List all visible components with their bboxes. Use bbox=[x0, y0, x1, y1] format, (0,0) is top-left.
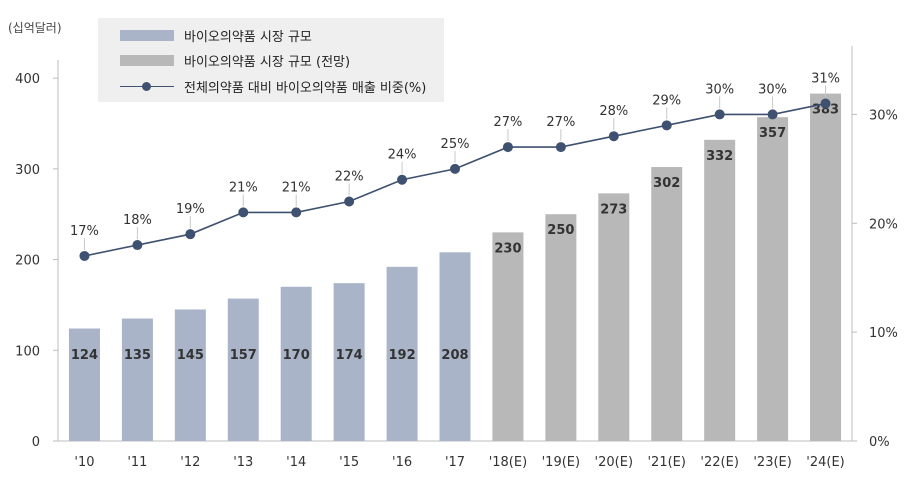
share-point bbox=[185, 229, 196, 240]
legend-label-actual: 바이오의약품 시장 규모 bbox=[184, 29, 312, 45]
bar-actual-value-label: 192 bbox=[388, 348, 415, 363]
share-point bbox=[608, 131, 619, 142]
share-point bbox=[450, 163, 460, 174]
legend-swatch-share bbox=[120, 81, 174, 92]
share-value-label: 21% bbox=[229, 180, 258, 195]
bar-actual-value-label: 124 bbox=[71, 348, 98, 363]
x-tick-label: '16 bbox=[392, 455, 412, 470]
share-value-label: 27% bbox=[546, 115, 575, 130]
bar-forecast-value-label: 273 bbox=[600, 202, 627, 217]
share-point bbox=[344, 196, 355, 207]
share-value-label: 30% bbox=[705, 82, 734, 97]
x-tick-label: '18(E) bbox=[489, 455, 527, 470]
bar-actual-value-label: 208 bbox=[441, 348, 468, 363]
bar-actual bbox=[386, 266, 418, 441]
bar-actual-value-label: 157 bbox=[230, 348, 257, 363]
bar-forecast bbox=[704, 139, 736, 442]
share-value-label: 22% bbox=[335, 170, 364, 185]
bar-actual bbox=[68, 328, 100, 441]
bar-forecast-value-label: 230 bbox=[494, 241, 521, 256]
legend-swatch-forecast bbox=[120, 54, 174, 66]
share-point bbox=[132, 240, 143, 251]
x-tick-label: '21(E) bbox=[647, 455, 685, 470]
bar-forecast bbox=[598, 193, 630, 441]
legend-item-actual: 바이오의약품 시장 규모 bbox=[98, 24, 312, 46]
share-point bbox=[661, 120, 672, 131]
bar-forecast-value-label: 357 bbox=[759, 126, 786, 141]
y-right-tick-label: 10% bbox=[869, 326, 898, 341]
y-left-tick-label: 200 bbox=[15, 254, 40, 269]
share-value-label: 21% bbox=[282, 180, 311, 195]
y-left-tick-label: 400 bbox=[15, 72, 40, 87]
bar-actual-value-label: 170 bbox=[283, 348, 310, 363]
bar-actual bbox=[174, 309, 206, 441]
legend: 바이오의약품 시장 규모 바이오의약품 시장 규모 (전망) 전체의약품 대비 … bbox=[98, 18, 444, 102]
x-tick-label: '10 bbox=[74, 455, 94, 470]
share-point bbox=[502, 142, 513, 153]
y-left-tick-label: 300 bbox=[15, 163, 40, 178]
bar-forecast bbox=[757, 117, 789, 442]
y-left-tick-label: 100 bbox=[15, 344, 40, 359]
y-axis-unit-label: (십억달러) bbox=[8, 21, 62, 35]
share-point bbox=[79, 250, 90, 261]
share-value-label: 19% bbox=[176, 202, 205, 217]
share-point bbox=[767, 109, 778, 120]
bar-forecast bbox=[651, 167, 683, 442]
bar-actual-value-label: 174 bbox=[336, 348, 363, 363]
bar-forecast bbox=[492, 232, 524, 441]
x-tick-label: '23(E) bbox=[753, 455, 791, 470]
share-value-label: 24% bbox=[388, 148, 417, 163]
share-value-label: 30% bbox=[758, 82, 787, 97]
share-value-label: 18% bbox=[123, 213, 152, 228]
x-tick-label: '20(E) bbox=[595, 455, 633, 470]
legend-label-forecast: 바이오의약품 시장 규모 (전망) bbox=[184, 54, 351, 70]
x-tick-label: '24(E) bbox=[806, 455, 844, 470]
share-point bbox=[714, 109, 725, 120]
bar-actual-value-label: 135 bbox=[124, 348, 151, 363]
bar-forecast-value-label: 250 bbox=[547, 223, 574, 238]
share-value-label: 25% bbox=[441, 137, 470, 152]
share-value-label: 28% bbox=[599, 104, 628, 119]
share-point bbox=[291, 207, 302, 218]
share-point bbox=[238, 207, 249, 218]
x-tick-label: '15 bbox=[339, 455, 359, 470]
bar-actual bbox=[333, 283, 365, 441]
x-tick-label: '13 bbox=[233, 455, 253, 470]
bar-actual-value-label: 145 bbox=[177, 348, 204, 363]
legend-item-share: 전체의약품 대비 바이오의약품 매출 비중(%) bbox=[98, 75, 426, 97]
share-point bbox=[397, 174, 408, 185]
x-tick-label: '19(E) bbox=[542, 455, 580, 470]
y-right-tick-label: 20% bbox=[869, 217, 898, 232]
x-tick-label: '12 bbox=[180, 455, 200, 470]
bar-actual bbox=[121, 318, 153, 441]
share-point bbox=[555, 142, 566, 153]
bar-forecast-value-label: 383 bbox=[812, 103, 839, 118]
x-tick-label: '14 bbox=[286, 455, 306, 470]
share-value-label: 31% bbox=[811, 72, 840, 87]
share-value-label: 29% bbox=[652, 93, 681, 108]
y-right-tick-label: 30% bbox=[869, 108, 898, 123]
y-right-tick-label: 0% bbox=[869, 435, 890, 450]
bar-actual bbox=[439, 252, 471, 441]
bar-actual bbox=[227, 298, 259, 441]
bar-forecast-value-label: 332 bbox=[706, 149, 733, 164]
legend-label-share: 전체의약품 대비 바이오의약품 매출 비중(%) bbox=[184, 80, 427, 96]
bar-forecast bbox=[810, 93, 842, 442]
bar-forecast bbox=[545, 214, 577, 441]
bar-forecast-value-label: 302 bbox=[653, 176, 680, 191]
legend-item-forecast: 바이오의약품 시장 규모 (전망) bbox=[98, 49, 350, 71]
share-point bbox=[820, 98, 831, 109]
legend-swatch-actual bbox=[120, 29, 174, 41]
x-tick-label: '22(E) bbox=[700, 455, 738, 470]
x-tick-label: '11 bbox=[127, 455, 147, 470]
x-tick-label: '17 bbox=[445, 455, 465, 470]
share-value-label: 17% bbox=[70, 224, 99, 239]
bar-actual bbox=[280, 286, 312, 441]
y-left-tick-label: 0 bbox=[32, 435, 40, 450]
share-value-label: 27% bbox=[493, 115, 522, 130]
